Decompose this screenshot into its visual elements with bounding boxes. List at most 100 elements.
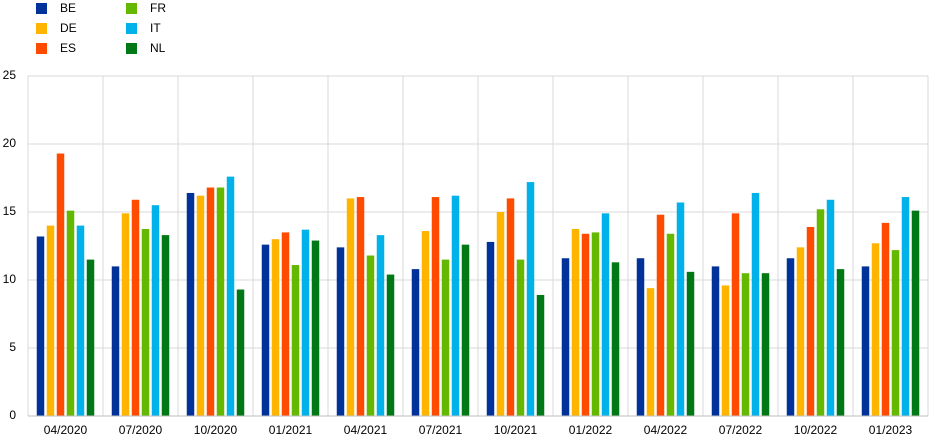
bar (836, 269, 845, 416)
bar (711, 266, 720, 416)
bar (376, 235, 385, 416)
legend-swatch (36, 3, 47, 14)
x-tick-label: 01/2023 (869, 423, 913, 437)
legend-label: BE (60, 1, 76, 15)
y-tick-label: 25 (3, 68, 17, 82)
bar (881, 222, 890, 416)
legend-label: DE (60, 21, 77, 35)
legend-swatch (36, 23, 47, 34)
bar (656, 214, 665, 416)
bar (356, 197, 365, 416)
x-tick-label: 07/2020 (119, 423, 163, 437)
bar (151, 205, 160, 416)
x-tick-label: 10/2020 (194, 423, 238, 437)
x-tick-label: 10/2022 (794, 423, 838, 437)
bar (226, 176, 235, 416)
bar (561, 258, 570, 416)
bar (431, 197, 440, 416)
legend-label: NL (150, 41, 166, 55)
x-tick-label: 01/2022 (569, 423, 613, 437)
y-tick-label: 0 (9, 408, 16, 422)
bar (346, 198, 355, 416)
legend-swatch (126, 43, 137, 54)
bar (291, 265, 300, 416)
bar (461, 244, 470, 416)
bar (46, 225, 55, 416)
bar (731, 213, 740, 416)
bar (486, 241, 495, 416)
bar (141, 229, 150, 416)
bar (131, 199, 140, 416)
y-tick-label: 5 (9, 340, 16, 354)
legend-label: ES (60, 41, 76, 55)
bar (186, 192, 195, 416)
bar (496, 212, 505, 416)
bar (796, 247, 805, 416)
y-tick-label: 20 (3, 136, 17, 150)
bar (601, 213, 610, 416)
bar (281, 232, 290, 416)
legend-label: IT (150, 21, 161, 35)
bar (301, 229, 310, 416)
bar (196, 195, 205, 416)
x-tick-label: 04/2020 (44, 423, 88, 437)
bar (741, 273, 750, 416)
x-tick-label: 04/2022 (644, 423, 688, 437)
bar (816, 209, 825, 416)
bar (121, 213, 130, 416)
bar (386, 274, 395, 416)
bar (686, 271, 695, 416)
bar (236, 289, 245, 416)
bar (636, 258, 645, 416)
bar (216, 187, 225, 416)
bar (751, 192, 760, 416)
legend-swatch (126, 23, 137, 34)
bar (611, 262, 620, 416)
bar (871, 243, 880, 416)
bar (761, 273, 770, 416)
bar (861, 266, 870, 416)
bar (56, 153, 65, 416)
bar (901, 197, 910, 416)
x-tick-label: 01/2021 (269, 423, 313, 437)
bar (646, 288, 655, 416)
bar (666, 233, 675, 416)
bar (571, 229, 580, 416)
y-tick-label: 10 (3, 272, 17, 286)
legend-swatch (126, 3, 137, 14)
bar (721, 285, 730, 416)
bar (451, 195, 460, 416)
bar (516, 259, 525, 416)
bar (891, 250, 900, 416)
bar (311, 240, 320, 416)
bar (581, 233, 590, 416)
bar (536, 294, 545, 416)
bar (826, 199, 835, 416)
x-tick-label: 10/2021 (494, 423, 538, 437)
bar (66, 210, 75, 416)
bar (506, 198, 515, 416)
bar (526, 182, 535, 416)
legend-label: FR (150, 1, 166, 15)
bar (911, 210, 920, 416)
bar (421, 231, 430, 416)
bar (86, 259, 95, 416)
bar (111, 266, 120, 416)
x-tick-label: 07/2021 (419, 423, 463, 437)
bar (271, 239, 280, 416)
x-tick-label: 07/2022 (719, 423, 763, 437)
bar (161, 235, 170, 416)
bar (806, 226, 815, 416)
y-tick-label: 15 (3, 204, 17, 218)
bar (336, 247, 345, 416)
bar (206, 187, 215, 416)
bar (36, 236, 45, 416)
bar (411, 269, 420, 416)
bar (676, 202, 685, 416)
bar (366, 255, 375, 416)
bar (786, 258, 795, 416)
bar (76, 225, 85, 416)
x-tick-label: 04/2021 (344, 423, 388, 437)
bar (441, 259, 450, 416)
